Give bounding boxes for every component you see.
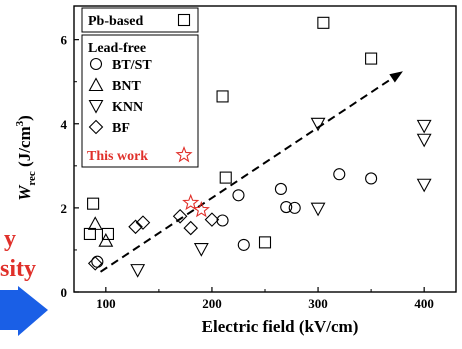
- data-point-circle: [232, 189, 245, 202]
- data-point-star: [192, 200, 210, 218]
- legend-square-icon: [177, 13, 191, 27]
- data-point-triangle-down: [310, 117, 326, 132]
- trend-arrow: [99, 71, 403, 273]
- data-point-diamond: [128, 219, 143, 235]
- data-point-triangle-up: [98, 233, 114, 247]
- data-point-circle: [274, 182, 287, 196]
- x-tick-label: 300: [308, 296, 328, 311]
- data-point-square: [258, 236, 272, 249]
- data-point-triangle-up: [87, 216, 103, 230]
- data-point-circle: [280, 200, 293, 214]
- legend-marker-star: [175, 145, 193, 163]
- trend-line: [99, 77, 393, 273]
- data-point-square: [87, 197, 100, 210]
- data-point-square: [365, 52, 378, 65]
- legend-entry-label: BT/ST: [112, 58, 152, 73]
- legend-entries: BT/ST BNT KNN BF: [88, 57, 152, 136]
- data-point-circle: [216, 214, 229, 227]
- axis-ticks: 100 200 300 400 0 2 4 6: [61, 33, 434, 311]
- x-tick-label: 400: [414, 296, 434, 311]
- data-point-diamond: [87, 256, 103, 271]
- legend-triangle-up-icon: [88, 77, 104, 92]
- data-point-circle: [237, 238, 250, 251]
- y-axis-title-sup: 3: [14, 120, 26, 126]
- data-point-triangle-down: [416, 119, 432, 134]
- legend-title-leadfree: Lead-free: [88, 41, 146, 56]
- y-tick-label: 2: [61, 201, 68, 216]
- data-point-circle: [288, 201, 301, 214]
- legend-entry-label: KNN: [112, 100, 143, 115]
- data-point-circle: [365, 172, 378, 185]
- y-axis-title-close: ): [15, 115, 34, 121]
- x-tick-label: 100: [96, 296, 116, 311]
- trend-arrowhead: [389, 71, 403, 83]
- legend-entry-label: BNT: [112, 79, 141, 94]
- data-point-square: [317, 16, 330, 29]
- data-point-triangle-down: [130, 264, 146, 278]
- overlay-text-fragment-2: sity: [0, 256, 36, 282]
- data-point-triangle-down: [310, 202, 326, 217]
- legend-star-icon: [175, 145, 193, 163]
- legend-triangle-down-icon: [88, 99, 104, 114]
- legend-marker-square: [177, 13, 191, 27]
- y-tick-label: 6: [61, 33, 68, 48]
- data-point-diamond: [204, 212, 220, 227]
- data-point-square: [219, 171, 232, 184]
- y-axis-title-main: W: [15, 184, 34, 201]
- legend-entry-label: BF: [112, 121, 130, 136]
- legend: Pb-based Lead-free BT/ST BNT KNN BF This wo…: [81, 7, 199, 168]
- data-point-triangle-down: [416, 133, 432, 148]
- y-axis-title: Wrec (J/cm3): [14, 115, 38, 201]
- data-point-square: [216, 90, 229, 103]
- y-axis-title-unit: (J/cm: [15, 126, 34, 171]
- data-point-diamond: [183, 220, 199, 236]
- y-axis-title-sub: rec: [26, 171, 38, 186]
- data-point-circle: [333, 168, 346, 181]
- data-point-square: [83, 227, 96, 241]
- overlay-blue-arrow: [0, 286, 48, 336]
- data-point-triangle-down: [416, 178, 432, 193]
- y-tick-label: 0: [61, 285, 68, 300]
- legend-title-pb: Pb-based: [88, 14, 143, 29]
- legend-circle-icon: [89, 57, 103, 71]
- data-point-diamond: [172, 209, 188, 224]
- legend-this-work-label: This work: [87, 149, 148, 164]
- data-point-star: [182, 193, 200, 211]
- x-tick-label: 200: [202, 296, 222, 311]
- overlay-text-fragment-1: y: [4, 226, 16, 252]
- data-point-square: [101, 227, 115, 241]
- legend-diamond-icon: [88, 119, 104, 135]
- data-markers: [83, 16, 432, 278]
- svg-text:Wrec (J/cm3): Wrec (J/cm3): [14, 115, 38, 201]
- x-axis-title: Electric field (kV/cm): [202, 317, 359, 336]
- data-point-diamond: [135, 215, 151, 230]
- data-point-triangle-down: [193, 243, 209, 257]
- y-tick-label: 4: [61, 117, 68, 132]
